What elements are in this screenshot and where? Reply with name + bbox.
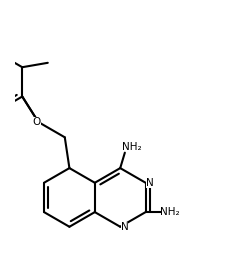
Text: N: N <box>121 222 128 232</box>
Text: NH₂: NH₂ <box>160 207 179 217</box>
Text: O: O <box>33 117 41 127</box>
Text: N: N <box>0 46 1 56</box>
Text: N: N <box>146 178 154 188</box>
Text: NH₂: NH₂ <box>122 142 141 152</box>
